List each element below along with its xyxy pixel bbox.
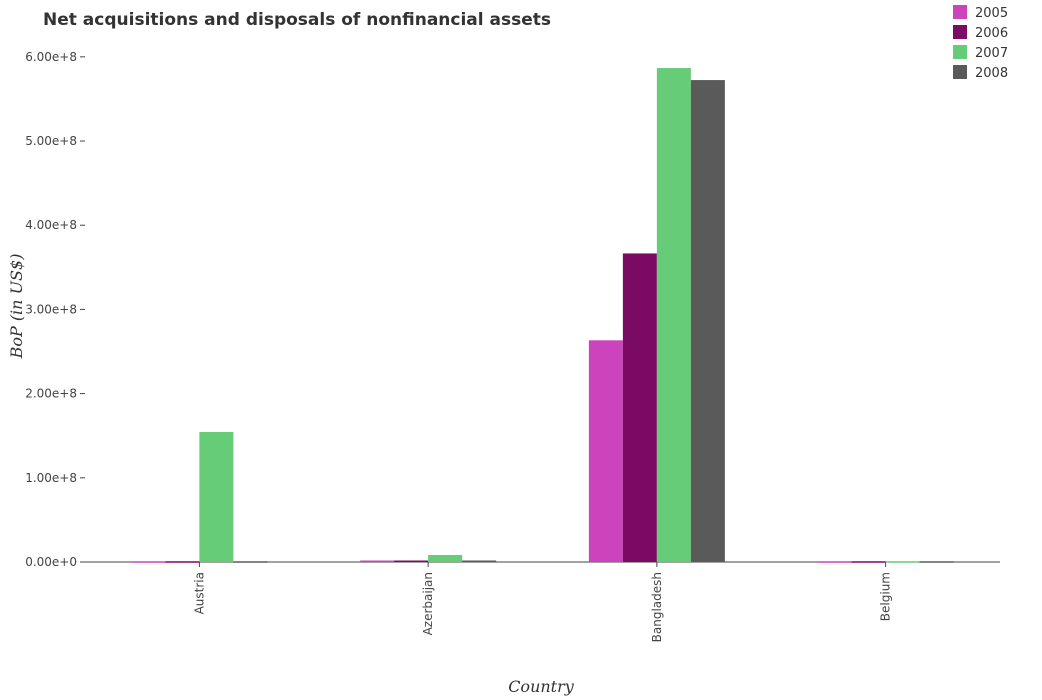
legend-swatch-2008 (953, 65, 967, 79)
x-axis-label: Country (508, 677, 575, 696)
legend-swatch-2007 (953, 45, 967, 59)
y-tick-label: 3.00e+8 (25, 302, 77, 316)
legend-label-2008: 2008 (975, 66, 1008, 81)
x-tick-label: Bangladesh (650, 572, 664, 642)
x-axis: Austria Azerbaijan Bangladesh Belgium (85, 561, 1000, 642)
chart-title: Net acquisitions and disposals of nonfin… (43, 10, 551, 30)
legend-label-2005: 2005 (975, 6, 1008, 21)
x-tick-label: Austria (192, 572, 206, 614)
bars-group (131, 68, 954, 563)
bar-2006-bangladesh (622, 253, 657, 562)
legend-label-2007: 2007 (975, 46, 1008, 61)
bar-2007-austria (199, 432, 234, 562)
bar-2007-azerbaijan (428, 555, 463, 562)
legend: 2005 2006 2007 2008 (953, 5, 1008, 81)
x-tick-label: Azerbaijan (421, 572, 435, 635)
y-tick-label: 4.00e+8 (25, 218, 77, 232)
bar-2008-azerbaijan (462, 560, 497, 562)
bar-2008-bangladesh (690, 80, 725, 563)
legend-label-2006: 2006 (975, 26, 1008, 41)
bar-2007-bangladesh (656, 68, 691, 563)
y-tick-label: 0.00e+0 (25, 555, 77, 569)
y-tick-label: 5.00e+8 (25, 134, 77, 148)
y-axis-label: BoP (in US$) (7, 254, 26, 360)
legend-swatch-2006 (953, 25, 967, 39)
y-tick-label: 2.00e+8 (25, 387, 77, 401)
y-tick-label: 6.00e+8 (25, 50, 77, 64)
y-tick-label: 1.00e+8 (25, 471, 77, 485)
bar-2006-azerbaijan (394, 560, 429, 562)
y-axis: 0.00e+0 1.00e+8 2.00e+8 3.00e+8 4.00e+8 5.00e… (25, 50, 85, 569)
bar-2005-bangladesh (588, 340, 623, 562)
bar-2005-azerbaijan (360, 560, 395, 562)
legend-swatch-2005 (953, 5, 967, 19)
x-tick-label: Belgium (879, 572, 893, 621)
